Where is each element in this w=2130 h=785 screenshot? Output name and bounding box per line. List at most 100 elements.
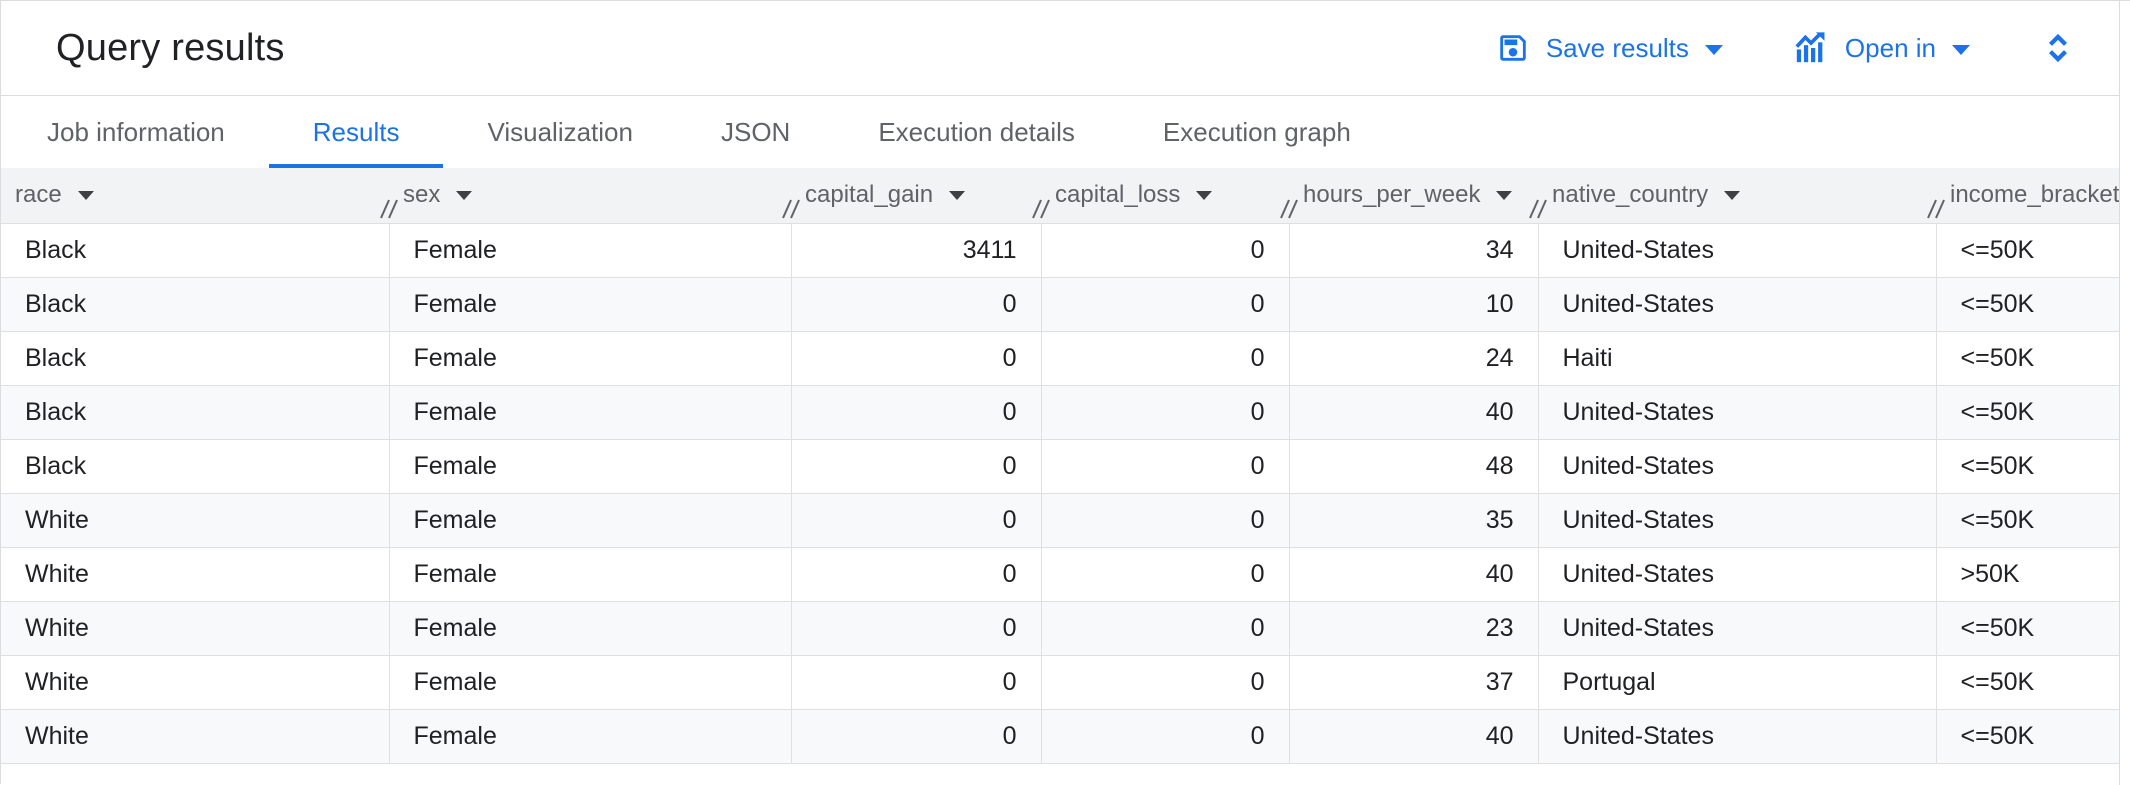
expand-results-button[interactable] — [2040, 30, 2076, 66]
cell-race: White — [1, 493, 390, 548]
cell-hours_per_week: 10 — [1289, 277, 1539, 332]
column-header-capital_loss[interactable]: capital_loss — [1041, 168, 1298, 224]
caret-down-icon — [1704, 45, 1723, 55]
table-row: White Female 0 0 23 United-States <=50K — [1, 601, 2119, 656]
column-header-hours_per_week[interactable]: hours_per_week — [1289, 168, 1547, 224]
cell-race: White — [1, 655, 390, 710]
column-label: race — [15, 181, 62, 209]
cell-capital_gain: 0 — [791, 547, 1042, 602]
cell-capital_gain: 0 — [791, 331, 1042, 386]
table-row: Black Female 3411 0 34 United-States <=50K — [1, 223, 2119, 278]
cell-hours_per_week: 24 — [1289, 331, 1539, 386]
cell-capital_loss: 0 — [1041, 709, 1290, 764]
column-menu-caret-icon[interactable] — [77, 191, 94, 201]
column-label: capital_gain — [805, 181, 934, 209]
cell-income_bracket: <=50K — [1936, 439, 2119, 494]
cell-capital_loss: 0 — [1041, 277, 1290, 332]
cell-income_bracket: >50K — [1936, 547, 2119, 602]
cell-sex: Female — [389, 709, 792, 764]
column-header-income_bracket[interactable]: income_bracket — [1936, 168, 2120, 224]
column-resize-handle-icon[interactable] — [1527, 197, 1549, 221]
tab-json[interactable]: JSON — [677, 96, 834, 168]
column-resize-handle-icon[interactable] — [1030, 197, 1052, 221]
cell-native_country: United-States — [1538, 601, 1937, 656]
cell-capital_loss: 0 — [1041, 493, 1290, 548]
caret-down-icon — [1952, 45, 1970, 55]
cell-sex: Female — [389, 655, 792, 710]
column-menu-caret-icon[interactable] — [456, 191, 473, 201]
cell-capital_loss: 0 — [1041, 547, 1290, 602]
column-resize-handle-icon[interactable] — [1278, 197, 1300, 221]
open-in-button[interactable]: Open in — [1793, 31, 1970, 65]
column-header-capital_gain[interactable]: capital_gain — [791, 168, 1050, 224]
cell-capital_gain: 0 — [791, 385, 1042, 440]
cell-hours_per_week: 35 — [1289, 493, 1539, 548]
open-in-label: Open in — [1844, 32, 1936, 63]
column-label: income_bracket — [1950, 181, 2120, 209]
results-tabs: Job information Results Visualization JSON E… — [1, 96, 2130, 168]
column-menu-caret-icon[interactable] — [1496, 191, 1513, 201]
table-row: White Female 0 0 40 United-States <=50K — [1, 709, 2119, 764]
cell-capital_loss: 0 — [1041, 439, 1290, 494]
titlebar: Query results Save results — [1, 1, 2130, 96]
table-row: Black Female 0 0 40 United-States <=50K — [1, 385, 2119, 440]
cell-race: Black — [1, 223, 390, 278]
cell-hours_per_week: 34 — [1289, 223, 1539, 278]
cell-income_bracket: <=50K — [1936, 277, 2119, 332]
tab-execution-details[interactable]: Execution details — [834, 96, 1119, 168]
cell-income_bracket: <=50K — [1936, 331, 2119, 386]
cell-race: White — [1, 709, 390, 764]
cell-capital_loss: 0 — [1041, 223, 1290, 278]
column-label: native_country — [1552, 181, 1709, 209]
tab-job-information[interactable]: Job information — [3, 96, 269, 168]
cell-sex: Female — [389, 439, 792, 494]
column-label: capital_loss — [1055, 181, 1181, 209]
table-row: Black Female 0 0 24 Haiti <=50K — [1, 331, 2119, 386]
column-header-sex[interactable]: sex — [389, 168, 800, 224]
tab-results[interactable]: Results — [268, 96, 444, 168]
tab-execution-graph[interactable]: Execution graph — [1119, 96, 1395, 168]
save-icon — [1496, 31, 1530, 65]
save-results-label: Save results — [1545, 32, 1689, 63]
column-label: sex — [403, 181, 441, 209]
cell-sex: Female — [389, 547, 792, 602]
cell-native_country: United-States — [1538, 709, 1937, 764]
cell-capital_gain: 0 — [791, 439, 1042, 494]
cell-capital_loss: 0 — [1041, 385, 1290, 440]
page-title: Query results — [56, 26, 285, 69]
cell-capital_gain: 0 — [791, 601, 1042, 656]
cell-native_country: United-States — [1538, 385, 1937, 440]
column-resize-handle-icon[interactable] — [378, 197, 400, 221]
column-header-native_country[interactable]: native_country — [1538, 168, 1945, 224]
unfold-more-icon — [2040, 30, 2076, 66]
scrollbar-gutter[interactable] — [2119, 1, 2130, 785]
tab-visualization[interactable]: Visualization — [443, 96, 677, 168]
cell-income_bracket: <=50K — [1936, 385, 2119, 440]
cell-income_bracket: <=50K — [1936, 601, 2119, 656]
cell-income_bracket: <=50K — [1936, 223, 2119, 278]
cell-race: Black — [1, 331, 390, 386]
column-menu-caret-icon[interactable] — [1196, 191, 1213, 201]
cell-capital_loss: 0 — [1041, 601, 1290, 656]
table-row: White Female 0 0 40 United-States >50K — [1, 547, 2119, 602]
cell-capital_gain: 0 — [791, 493, 1042, 548]
cell-sex: Female — [389, 277, 792, 332]
column-resize-handle-icon[interactable] — [780, 197, 802, 221]
save-results-button[interactable]: Save results — [1496, 31, 1723, 65]
results-table: race sex capital_gain capital_loss hours_per… — [1, 168, 2119, 764]
cell-capital_gain: 0 — [791, 655, 1042, 710]
cell-capital_loss: 0 — [1041, 331, 1290, 386]
cell-race: Black — [1, 439, 390, 494]
column-menu-caret-icon[interactable] — [1724, 191, 1741, 201]
cell-sex: Female — [389, 385, 792, 440]
cell-native_country: United-States — [1538, 223, 1937, 278]
cell-race: Black — [1, 277, 390, 332]
cell-native_country: United-States — [1538, 493, 1937, 548]
cell-sex: Female — [389, 223, 792, 278]
column-menu-caret-icon[interactable] — [949, 191, 966, 201]
column-header-race[interactable]: race — [1, 168, 398, 224]
cell-capital_loss: 0 — [1041, 655, 1290, 710]
cell-income_bracket: <=50K — [1936, 655, 2119, 710]
column-resize-handle-icon[interactable] — [1925, 197, 1947, 221]
